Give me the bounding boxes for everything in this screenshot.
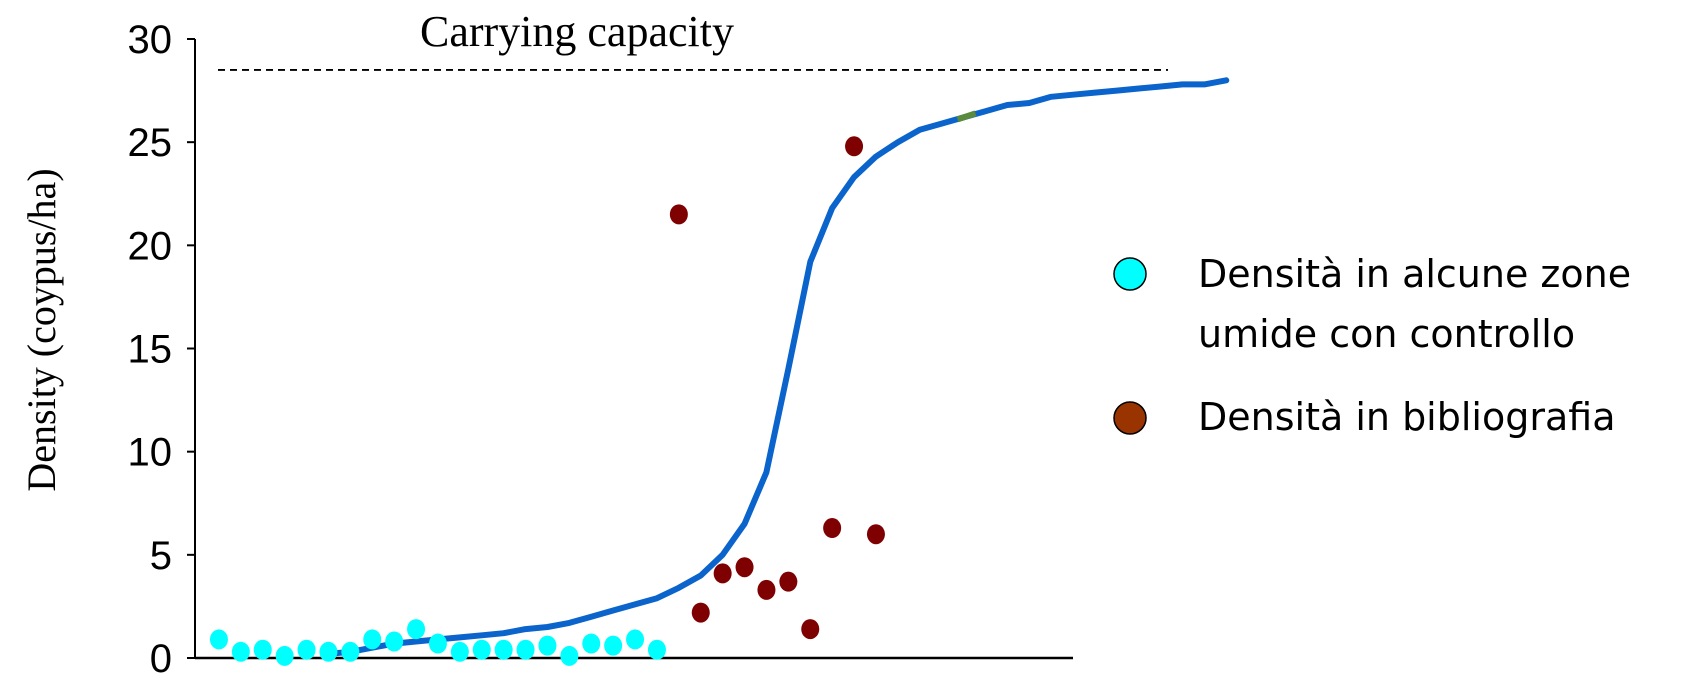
point-wetlands [253,639,272,660]
legend-label-wetlands-line2: umide con controllo [1198,312,1575,356]
point-wetlands [626,629,645,650]
y-tick-label: 15 [128,328,173,372]
point-wetlands [319,641,338,662]
point-wetlands [428,633,447,654]
logistic-curve [325,77,1230,657]
point-wetlands [560,645,579,666]
point-bibliography [713,563,732,584]
axes-layer: 0 5 10 15 20 25 30 [128,18,1168,677]
point-bibliography [757,579,776,600]
point-wetlands [538,635,557,656]
legend-marker-bibliography [1113,401,1147,435]
point-bibliography [735,557,754,578]
curve-highlight-segment [956,110,977,123]
point-bibliography [823,518,842,539]
point-wetlands [231,641,250,662]
point-bibliography [845,136,864,157]
point-bibliography [866,524,885,545]
point-wetlands [516,639,535,660]
point-wetlands [363,629,382,650]
point-wetlands [450,641,469,662]
legend: Densità in alcune zone umide con control… [1113,252,1631,439]
y-tick-label: 20 [128,224,173,268]
y-tick-label: 25 [128,121,173,165]
point-bibliography [669,204,688,225]
legend-label-bibliography: Densità in bibliografia [1198,395,1615,439]
point-wetlands [275,645,294,666]
point-wetlands [341,641,360,662]
curve-layer [325,77,1230,657]
y-tick-label: 5 [150,534,172,578]
point-wetlands [385,631,404,652]
y-tick-label: 0 [150,637,172,677]
point-bibliography [779,571,798,592]
point-wetlands [647,639,666,660]
point-bibliography [691,602,710,623]
points-layer [209,136,885,666]
legend-label-wetlands-line1: Densità in alcune zone [1198,252,1631,296]
carrying-capacity-label: Carrying capacity [420,7,734,56]
point-wetlands [209,629,228,650]
y-tick-label: 10 [128,431,173,475]
point-wetlands [472,639,491,660]
point-bibliography [801,619,820,640]
point-wetlands [297,639,316,660]
point-wetlands [582,633,601,654]
point-wetlands [604,635,623,656]
y-tick-label: 30 [128,18,173,62]
legend-marker-wetlands [1113,257,1147,291]
point-wetlands [494,639,513,660]
y-axis-label: Density (coypus/ha) [19,168,64,491]
point-wetlands [407,619,426,640]
